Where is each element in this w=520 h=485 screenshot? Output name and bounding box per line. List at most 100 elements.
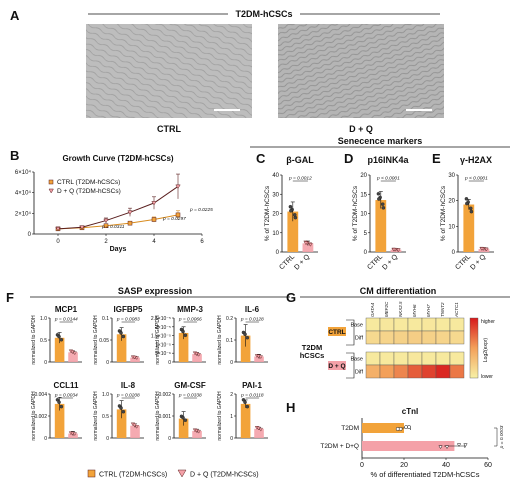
y-axis-label: normalized to GAPDH bbox=[31, 391, 37, 441]
bar-dq bbox=[130, 425, 140, 438]
data-point bbox=[396, 248, 401, 253]
x-tick-label: 0 bbox=[360, 462, 364, 469]
y-tick-label: 0.002 bbox=[34, 414, 47, 420]
bar-ctrl bbox=[362, 423, 404, 433]
chart-title: IGFBP5 bbox=[114, 305, 143, 314]
chart-f4: 0 0.1 0.2 p = 0.0128 IL-6 normalized to GAPDH bbox=[217, 305, 268, 366]
y-axis-label: normalized to GAPDH bbox=[155, 315, 161, 365]
data-point bbox=[404, 425, 408, 429]
p-value: p = 0.0083 bbox=[116, 317, 140, 323]
y-axis-label: % of T2DM-hCSCs bbox=[440, 185, 447, 241]
data-point bbox=[132, 355, 137, 360]
y-tick-label: 30 bbox=[448, 173, 455, 179]
heatmap-cell bbox=[449, 330, 465, 345]
heatmap-cell bbox=[407, 364, 423, 379]
data-point bbox=[464, 197, 469, 201]
bar-dq bbox=[254, 356, 264, 362]
data-point bbox=[380, 202, 385, 206]
data-point bbox=[132, 423, 137, 428]
cm-title: CM differentiation bbox=[360, 286, 437, 296]
p-value: p = 0.0225 bbox=[189, 207, 213, 213]
p-value: p < 0.0001 bbox=[464, 176, 488, 182]
x-tick-label: CTRL bbox=[454, 253, 472, 271]
data-point bbox=[72, 432, 77, 436]
group-title: hCSCs bbox=[300, 351, 325, 360]
heatmap-cell bbox=[421, 351, 437, 366]
data-point bbox=[72, 351, 77, 356]
bar-ctrl bbox=[375, 200, 387, 252]
p-bracket bbox=[494, 427, 498, 447]
chart-title: β-GAL bbox=[286, 155, 314, 165]
chart-g: GATA4 MEF2C NKX2.5 MYH6 MYH7 TNNT2 ACTC1 Base Di… bbox=[300, 301, 496, 380]
y-tick-label: 0.1 bbox=[226, 338, 233, 344]
y-axis-label: normalized to GAPDH bbox=[93, 391, 99, 441]
data-point bbox=[194, 352, 199, 356]
y-tick-label: 4×10⁴ bbox=[15, 190, 32, 197]
data-point bbox=[395, 427, 400, 431]
x-tick-label: D + Q bbox=[381, 253, 399, 271]
heatmap-cell bbox=[365, 317, 381, 332]
y-tick-label: 20 bbox=[360, 173, 367, 179]
y-axis-label: normalized to GAPDH bbox=[217, 391, 223, 441]
bar-ctrl bbox=[178, 418, 189, 438]
data-point bbox=[103, 218, 109, 224]
column-label: TNNT2 bbox=[440, 302, 445, 317]
bar-ctrl bbox=[240, 403, 251, 438]
bar-dq bbox=[362, 441, 455, 451]
chart-f3: 0 5×10⁻⁶ 1×10⁻⁵ 1.5×10⁻⁵ 2×10⁻⁵ 2.5×10⁻⁵ p = 0… bbox=[151, 305, 206, 366]
bar-ctrl bbox=[116, 409, 127, 438]
colorbar-low: lower bbox=[481, 374, 493, 380]
data-point bbox=[119, 406, 123, 410]
y-tick-label: 2 bbox=[230, 392, 233, 398]
y-tick-label: 0.002 bbox=[158, 392, 171, 398]
heatmap-cell bbox=[393, 330, 409, 345]
legend-label-ctrl: CTRL (T2DM-hCSCs) bbox=[99, 472, 167, 479]
data-point bbox=[303, 241, 309, 246]
data-point bbox=[57, 334, 61, 339]
data-point bbox=[151, 201, 157, 206]
y-tick-label: 0 bbox=[276, 250, 280, 256]
x-tick-label: D + Q bbox=[293, 253, 311, 271]
y-tick-label: 0.05 bbox=[99, 338, 109, 344]
data-point bbox=[103, 223, 109, 228]
micrograph-ctrl bbox=[86, 24, 252, 118]
panel-letter-b: B bbox=[10, 148, 19, 163]
y-tick-label: T2DM bbox=[341, 425, 359, 432]
y-tick-label: 15 bbox=[360, 192, 367, 198]
y-tick-label: 1.5×10⁻⁵ bbox=[151, 334, 171, 340]
colorbar-label: Log2(expr) bbox=[483, 338, 489, 363]
y-tick-label: 0.004 bbox=[34, 392, 47, 398]
x-tick-label: 0 bbox=[56, 239, 60, 245]
data-point bbox=[70, 350, 75, 354]
panel-letter-e: E bbox=[432, 151, 441, 166]
p-value: p = 0.0311 bbox=[101, 224, 125, 230]
y-axis-label: normalized to GAPDH bbox=[31, 315, 37, 365]
legend-swatch-ctrl bbox=[87, 469, 96, 478]
heatmap-cell bbox=[379, 330, 395, 345]
group-label: CTRL bbox=[328, 329, 345, 336]
sasp-title: SASP expression bbox=[118, 286, 192, 296]
panel-letter-h: H bbox=[286, 400, 295, 415]
y-tick-label: 2×10⁻⁵ bbox=[155, 325, 171, 331]
column-label: MEF2C bbox=[384, 301, 389, 317]
y-tick-label: 1.0 bbox=[40, 316, 47, 322]
chart-f7: 0 0.001 0.002 p = 0.0338 GM-CSF normalized to… bbox=[155, 381, 206, 442]
heatmap-cell bbox=[421, 364, 437, 379]
data-point bbox=[183, 333, 188, 338]
heatmap-cell bbox=[379, 364, 395, 379]
chart-title: IL-6 bbox=[245, 305, 260, 314]
data-point bbox=[134, 425, 139, 429]
x-axis-label: Days bbox=[110, 246, 127, 253]
y-tick-label: 0 bbox=[106, 436, 109, 442]
heatmap-cell bbox=[421, 317, 437, 332]
p-value: p = 0.0034 bbox=[54, 393, 78, 399]
y-tick-label: 0.1 bbox=[102, 316, 109, 322]
p-value: p = 0.0066 bbox=[178, 317, 202, 323]
y-tick-label: 6×10⁴ bbox=[15, 169, 32, 176]
data-point bbox=[119, 331, 123, 335]
data-point bbox=[243, 332, 247, 337]
bar-dq bbox=[68, 352, 78, 362]
heatmap-cell bbox=[407, 330, 423, 345]
x-tick-label: 6 bbox=[200, 239, 204, 245]
y-tick-label: 20 bbox=[272, 212, 279, 218]
